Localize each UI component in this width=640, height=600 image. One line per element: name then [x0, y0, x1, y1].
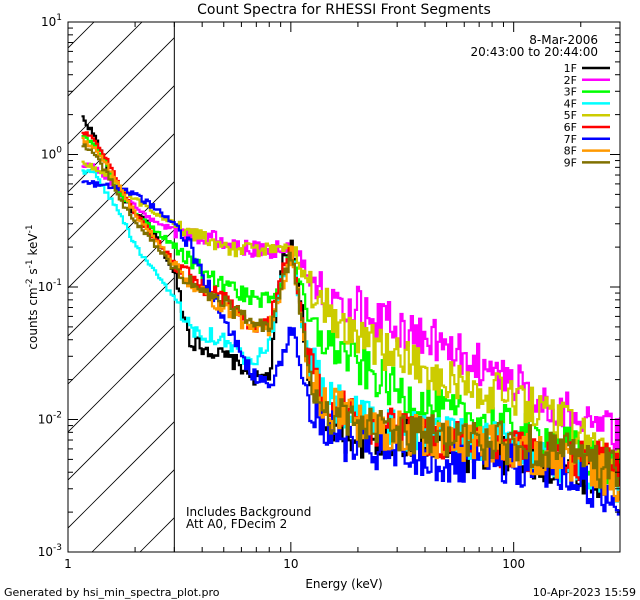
legend-label: 7F: [564, 133, 577, 146]
legend-label: 4F: [564, 97, 577, 110]
series-line-9F: [81, 143, 620, 489]
x-tick-label: 100: [502, 557, 525, 571]
x-tick-label: 10: [283, 557, 298, 571]
legend-label: 8F: [564, 145, 577, 158]
legend-label: 9F: [564, 156, 577, 169]
series-lines: [81, 115, 620, 516]
hatch-line: [68, 421, 175, 529]
footer-generator: Generated by hsi_min_spectra_plot.pro: [4, 586, 220, 599]
hatch-line: [68, 373, 175, 481]
hatch-line: [0, 0, 28, 552]
chart-title: Count Spectra for RHESSI Front Segments: [197, 2, 491, 18]
series-line-5F: [81, 160, 620, 478]
annotation-attenuator: Att A0, FDecim 2: [186, 517, 287, 531]
hatch-line: [68, 37, 175, 145]
shaded-region-hatch: [0, 0, 175, 552]
header-time-range: 20:43:00 to 20:44:00: [471, 45, 598, 59]
y-tick-label: 101: [41, 13, 62, 29]
hatch-line: [68, 277, 175, 385]
y-tick-label: 100: [41, 146, 62, 162]
hatch-line: [68, 85, 175, 193]
header-date: 8-Mar-2006: [529, 33, 598, 47]
y-axis-label-part: -2: [25, 278, 35, 287]
y-axis-label: counts cm-2 s-1 keV-1: [25, 224, 40, 349]
y-tick-label: 10-1: [38, 278, 62, 294]
legend-label: 6F: [564, 121, 577, 134]
y-axis-label-part: -1: [25, 259, 35, 268]
hatch-line: [68, 22, 95, 49]
hatch-line: [68, 22, 143, 97]
y-axis-label-part: -1: [25, 224, 35, 233]
legend-label: 1F: [564, 62, 577, 75]
legend-label: 2F: [564, 74, 577, 87]
legend-label: 3F: [564, 86, 577, 99]
x-tick-label: 1: [64, 557, 72, 571]
x-axis-label: Energy (keV): [305, 577, 382, 591]
y-axis-label-part: keV: [26, 233, 40, 260]
y-axis-label-part: s: [26, 268, 40, 278]
y-axis-ticks: 10-3 10-2 10-1 100 101: [38, 13, 620, 559]
y-tick-label: 10-2: [38, 411, 62, 427]
y-tick-label: 10-3: [38, 543, 62, 559]
annotation-background: Includes Background: [186, 505, 311, 519]
hatch-line: [68, 229, 175, 337]
footer-timestamp: 10-Apr-2023 15:59: [533, 586, 636, 599]
legend-label: 5F: [564, 109, 577, 122]
x-axis-ticks: 1 10 100: [64, 22, 621, 571]
y-axis-label-part: counts cm: [26, 287, 40, 349]
hatch-line: [68, 181, 175, 289]
